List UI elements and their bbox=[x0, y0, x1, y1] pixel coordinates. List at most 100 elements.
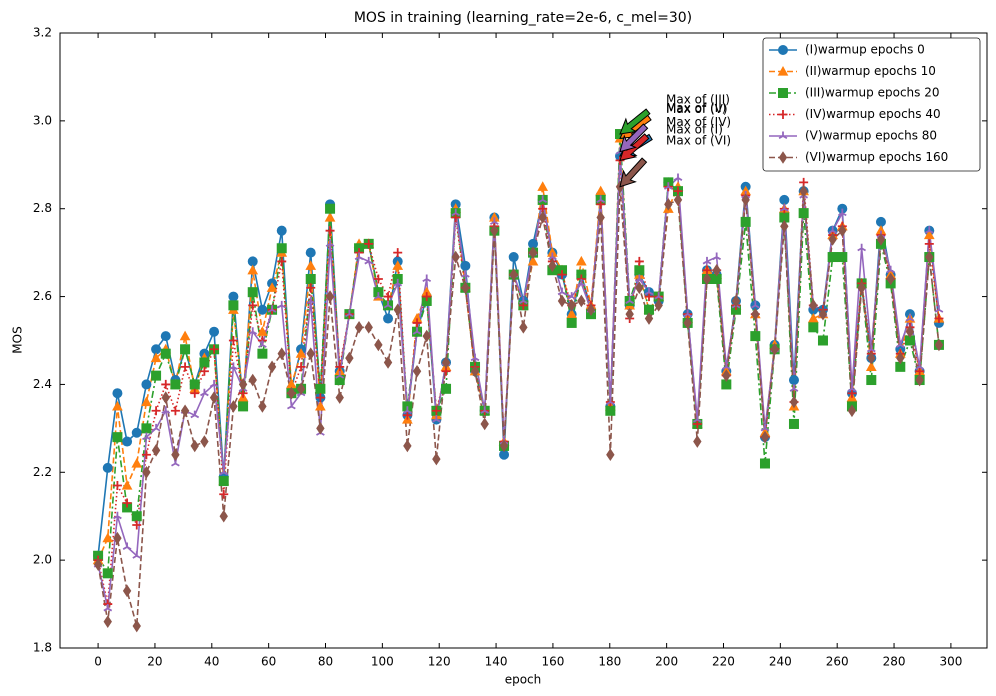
plot-frame bbox=[59, 32, 988, 649]
data-point bbox=[538, 211, 547, 224]
data-point bbox=[403, 439, 412, 453]
data-point bbox=[199, 366, 209, 376]
legend-marker bbox=[778, 110, 788, 119]
data-point bbox=[277, 300, 287, 309]
annotation: Max of (III) bbox=[666, 93, 730, 107]
data-point bbox=[789, 395, 799, 409]
data-point bbox=[722, 369, 731, 382]
data-point bbox=[528, 246, 538, 259]
legend-marker bbox=[778, 45, 788, 55]
data-point bbox=[257, 326, 268, 336]
data-point bbox=[364, 256, 374, 265]
data-point bbox=[480, 406, 490, 414]
annotation: Max of (VI) bbox=[666, 133, 731, 147]
data-point bbox=[799, 184, 808, 198]
data-point bbox=[131, 457, 143, 468]
data-point bbox=[412, 327, 422, 335]
data-point bbox=[818, 307, 828, 321]
data-point bbox=[654, 299, 663, 312]
data-point bbox=[180, 362, 190, 372]
data-point bbox=[132, 551, 142, 559]
data-point bbox=[857, 281, 866, 295]
data-point bbox=[93, 558, 103, 571]
data-point bbox=[634, 265, 645, 276]
data-point bbox=[518, 300, 528, 310]
data-point bbox=[295, 348, 307, 358]
data-point bbox=[103, 603, 113, 612]
legend-marker bbox=[778, 88, 788, 98]
data-point bbox=[141, 423, 152, 434]
data-point bbox=[103, 615, 112, 628]
data-point bbox=[374, 338, 383, 352]
data-point bbox=[770, 342, 779, 356]
data-point bbox=[102, 462, 113, 473]
data-point bbox=[828, 233, 837, 246]
data-point bbox=[625, 307, 634, 321]
data-point bbox=[431, 406, 441, 416]
data-point bbox=[789, 384, 799, 392]
data-point bbox=[383, 356, 393, 369]
data-point bbox=[847, 404, 857, 418]
x-tick-label: 240 bbox=[769, 655, 792, 669]
data-point bbox=[354, 252, 364, 261]
data-point bbox=[257, 304, 268, 315]
data-point bbox=[142, 465, 151, 479]
legend-marker bbox=[777, 65, 789, 76]
data-point bbox=[432, 452, 441, 466]
data-point bbox=[567, 299, 576, 312]
annotation: Max of (II) bbox=[666, 101, 726, 115]
data-point bbox=[441, 356, 451, 369]
data-point bbox=[857, 243, 867, 252]
data-point bbox=[644, 312, 654, 325]
data-point bbox=[189, 379, 200, 390]
data-point bbox=[287, 401, 296, 410]
legend-label: (III)warmup epochs 20 bbox=[805, 86, 939, 100]
data-point bbox=[693, 435, 702, 448]
data-point bbox=[266, 282, 278, 292]
data-point bbox=[209, 344, 219, 354]
data-point bbox=[228, 291, 239, 302]
data-point bbox=[267, 305, 277, 313]
y-tick-label: 2.0 bbox=[33, 553, 52, 567]
data-point bbox=[276, 225, 287, 236]
y-tick-label: 3.2 bbox=[33, 26, 52, 40]
data-point bbox=[741, 193, 750, 207]
data-point bbox=[635, 281, 644, 295]
data-point bbox=[354, 321, 364, 334]
data-point bbox=[393, 248, 403, 258]
data-point bbox=[325, 203, 336, 214]
data-point bbox=[121, 479, 133, 490]
data-point bbox=[924, 239, 934, 249]
data-point bbox=[122, 584, 132, 598]
data-point bbox=[923, 229, 935, 240]
data-point bbox=[865, 361, 877, 371]
data-point bbox=[412, 318, 422, 328]
data-point bbox=[142, 432, 151, 441]
data-point bbox=[200, 435, 209, 448]
data-point bbox=[422, 274, 432, 283]
data-point bbox=[131, 427, 142, 438]
data-point bbox=[277, 347, 286, 360]
data-point bbox=[895, 340, 905, 348]
data-point bbox=[229, 362, 238, 370]
data-point bbox=[179, 330, 191, 341]
x-tick-label: 60 bbox=[261, 655, 276, 669]
chart-title: MOS in training (learning_rate=2e-6, c_m… bbox=[354, 10, 692, 26]
series-line bbox=[97, 151, 940, 609]
data-point bbox=[383, 292, 393, 302]
data-point bbox=[325, 239, 335, 247]
data-point bbox=[131, 511, 142, 522]
data-point bbox=[838, 224, 847, 237]
y-tick-label: 2.8 bbox=[33, 201, 52, 215]
data-point bbox=[151, 444, 161, 457]
y-axis-label: MOS bbox=[11, 326, 25, 353]
data-point bbox=[537, 181, 549, 191]
data-point bbox=[470, 364, 480, 378]
data-point bbox=[827, 252, 838, 263]
data-point bbox=[828, 226, 838, 234]
data-point bbox=[759, 458, 770, 469]
data-point bbox=[557, 287, 567, 296]
x-tick-label: 0 bbox=[94, 655, 102, 669]
data-point bbox=[644, 287, 654, 296]
